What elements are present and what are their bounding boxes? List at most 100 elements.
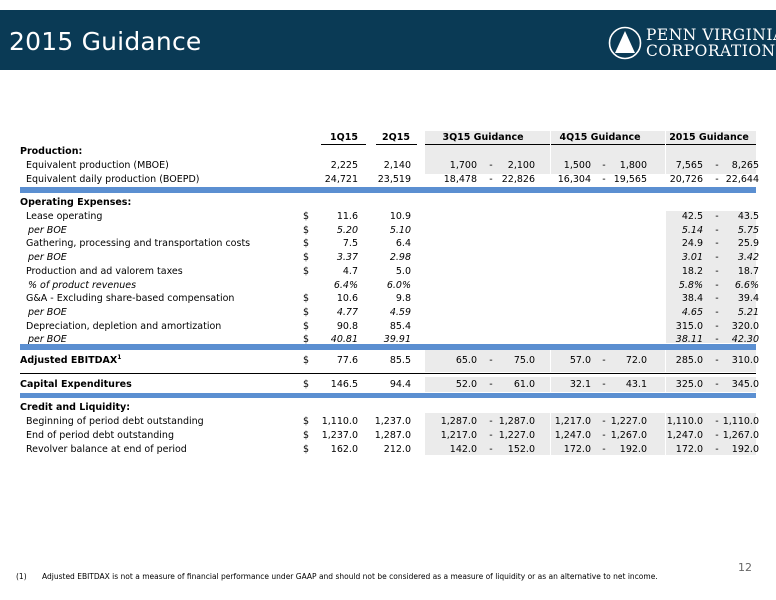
range-dash: -	[602, 444, 606, 455]
value-2015-low: 5.8%	[678, 279, 703, 291]
value-1q15: 1,110.0	[321, 416, 358, 427]
row-label: Revolver balance at end of period	[26, 444, 187, 455]
range-dash: -	[715, 320, 719, 332]
dollar-sign: $	[303, 238, 310, 250]
column-header: 4Q15 Guidance	[559, 132, 641, 143]
value-1q15: 7.5	[342, 238, 358, 250]
value-2015-low: 325.0	[675, 379, 703, 390]
ebitdax-label-text: Adjusted EBITDAX	[20, 355, 118, 366]
value-2015-low: 172.0	[675, 444, 703, 455]
value-1q15: 6.4%	[333, 279, 358, 291]
column-header-underline	[376, 144, 417, 145]
value-2015-low: 315.0	[675, 320, 703, 332]
range-dash: -	[715, 355, 719, 366]
value-4q15-high: 1,227.0	[610, 416, 647, 427]
value-1q15: 162.0	[330, 444, 358, 455]
dollar-sign: $	[303, 320, 310, 332]
opex-row: Lease operating $11.6 10.9 42.5 - 43.5	[20, 210, 759, 224]
value-4q15-high: 43.1	[625, 379, 647, 390]
fy-credit-shade	[666, 413, 756, 455]
section-divider-bar	[20, 344, 756, 350]
value-2q15: 5.0	[395, 265, 411, 277]
value-2015-low: 24.9	[681, 238, 703, 250]
value-1q15: 5.20	[336, 224, 358, 236]
value-3q15-low: 18,478	[443, 174, 477, 185]
range-dash: -	[489, 416, 493, 427]
value-1q15: 11.6	[336, 211, 358, 222]
range-dash: -	[602, 355, 606, 366]
logo-line-1: PENN VIRGINIA	[646, 26, 776, 44]
range-dash: -	[489, 174, 493, 185]
value-3q15-high: 1,287.0	[498, 416, 535, 427]
value-2q15: 2.98	[389, 252, 411, 264]
value-3q15-low: 1,700	[449, 160, 477, 171]
logo-wordmark: PENN VIRGINIA CORPORATION	[646, 27, 776, 59]
opex-row: per BOE $3.37 2.98 3.01- 3.42	[20, 251, 759, 265]
row-label: Equivalent daily production (BOEPD)	[26, 174, 200, 185]
dollar-sign: $	[303, 430, 310, 441]
opex-row: % of product revenues 6.4% 6.0% 5.8% - 6.6%	[20, 279, 759, 293]
value-3q15-low: 1,287.0	[440, 416, 477, 427]
range-dash: -	[715, 174, 719, 185]
value-3q15-high: 2,100	[507, 160, 535, 171]
value-3q15-high: 152.0	[507, 444, 535, 455]
value-2q15: 4.59	[389, 306, 411, 318]
value-2015-high: 192.0	[731, 444, 759, 455]
range-dash: -	[715, 265, 719, 277]
q3-ebitdax-shade	[425, 350, 550, 372]
range-dash: -	[715, 306, 719, 318]
value-2015-low: 7,565	[675, 160, 703, 171]
range-dash: -	[715, 238, 719, 250]
column-header-underline	[321, 144, 366, 145]
section-title: Production:	[20, 146, 83, 157]
value-3q15-low: 142.0	[449, 444, 477, 455]
value-2q15: 1,287.0	[374, 430, 411, 441]
production-row: Equivalent daily production (BOEPD) 24,72…	[20, 173, 759, 187]
range-dash: -	[715, 293, 719, 305]
opex-row: per BOE $40.81 39.91 38.11-42.30	[20, 333, 759, 347]
value-2015-high: 320.0	[731, 320, 759, 332]
value-2q15: 5.10	[389, 224, 411, 236]
value-2q15: 85.4	[389, 320, 411, 332]
value-1q15: 77.6	[336, 355, 358, 366]
value-4q15-low: 16,304	[557, 174, 591, 185]
value-4q15-low: 1,500	[563, 160, 591, 171]
value-3q15-high: 75.0	[513, 355, 535, 366]
section-title: Operating Expenses:	[20, 197, 132, 208]
dollar-sign: $	[303, 355, 310, 366]
logo-emblem-icon	[608, 26, 642, 60]
value-1q15: 1,237.0	[321, 430, 358, 441]
opex-row: Gathering, processing and transportation…	[20, 237, 759, 251]
range-dash: -	[489, 355, 493, 366]
value-2015-high: 1,110.0	[722, 416, 759, 427]
value-2q15: 6.0%	[386, 279, 411, 291]
dollar-sign: $	[303, 379, 310, 390]
row-label: Gathering, processing and transportation…	[26, 238, 251, 250]
value-2015-high: 42.30	[731, 334, 759, 346]
row-label: per BOE	[28, 306, 67, 318]
title-bar	[0, 10, 776, 70]
value-4q15-high: 1,267.0	[610, 430, 647, 441]
value-2015-high: 8,265	[731, 160, 759, 171]
value-2015-high: 5.21	[737, 306, 759, 318]
fy-guidance-shade	[666, 131, 756, 174]
dollar-sign: $	[303, 306, 310, 318]
value-4q15-high: 1,800	[619, 160, 647, 171]
dollar-sign: $	[303, 334, 310, 346]
value-2015-high: 1,267.0	[722, 430, 759, 441]
value-2015-low: 1,247.0	[666, 430, 703, 441]
value-2015-high: 22,644	[725, 174, 759, 185]
value-2015-high: 6.6%	[734, 279, 759, 291]
dollar-sign: $	[303, 224, 310, 236]
range-dash: -	[715, 224, 719, 236]
value-4q15-high: 72.0	[625, 355, 647, 366]
fy-capex-shade	[666, 377, 756, 392]
section-title: Credit and Liquidity:	[20, 402, 131, 413]
dollar-sign: $	[303, 265, 310, 277]
value-4q15-low: 32.1	[569, 379, 591, 390]
row-label: Adjusted EBITDAX1	[20, 354, 121, 368]
value-1q15: 10.6	[336, 293, 358, 305]
value-2015-low: 4.65	[681, 306, 703, 318]
value-4q15-low: 172.0	[563, 444, 591, 455]
column-header: 2015 Guidance	[669, 132, 749, 143]
